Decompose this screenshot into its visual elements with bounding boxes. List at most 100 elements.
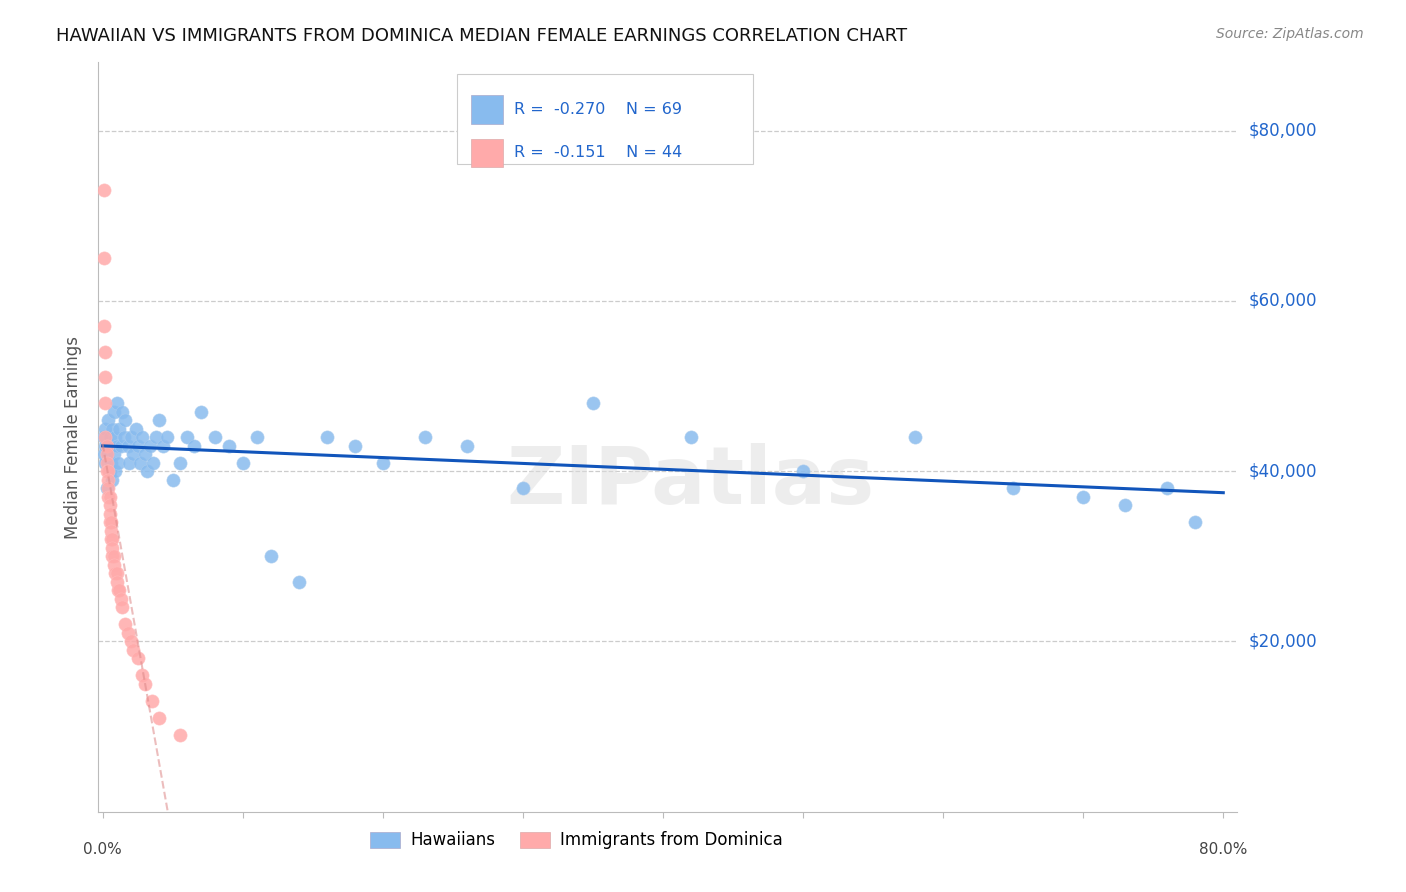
Point xyxy=(904,430,927,444)
Point xyxy=(101,541,124,555)
Point xyxy=(104,430,127,444)
Point xyxy=(97,464,120,478)
Point xyxy=(100,524,122,538)
Point xyxy=(98,464,121,478)
Text: R =  -0.270    N = 69: R = -0.270 N = 69 xyxy=(515,103,682,117)
Point xyxy=(100,456,122,470)
Text: HAWAIIAN VS IMMIGRANTS FROM DOMINICA MEDIAN FEMALE EARNINGS CORRELATION CHART: HAWAIIAN VS IMMIGRANTS FROM DOMINICA MED… xyxy=(56,27,907,45)
Point xyxy=(131,430,153,444)
Point xyxy=(96,481,118,495)
Text: 80.0%: 80.0% xyxy=(1199,842,1247,856)
Point xyxy=(413,430,436,444)
Point xyxy=(156,430,179,444)
Point xyxy=(101,549,124,564)
Point xyxy=(93,183,115,197)
Point xyxy=(512,481,534,495)
Text: ZIPatlas: ZIPatlas xyxy=(506,443,875,521)
Point xyxy=(105,396,128,410)
Point xyxy=(218,439,240,453)
Point xyxy=(371,456,394,470)
Point xyxy=(148,413,170,427)
Point xyxy=(129,456,152,470)
Point xyxy=(148,711,170,725)
Point xyxy=(103,447,125,461)
Point xyxy=(97,490,120,504)
Point xyxy=(134,447,156,461)
Point xyxy=(152,439,174,453)
Point xyxy=(120,634,142,648)
Point xyxy=(97,439,120,453)
Point xyxy=(114,617,136,632)
Point xyxy=(110,439,132,453)
Point xyxy=(112,430,135,444)
Text: $60,000: $60,000 xyxy=(1249,292,1317,310)
Point xyxy=(94,439,117,453)
Point xyxy=(136,464,159,478)
Point xyxy=(582,396,605,410)
Point xyxy=(260,549,283,564)
Point xyxy=(139,439,162,453)
Text: $20,000: $20,000 xyxy=(1249,632,1317,650)
Point xyxy=(98,515,121,529)
Point xyxy=(105,439,128,453)
Point xyxy=(105,574,128,589)
Point xyxy=(456,439,478,453)
Point xyxy=(120,430,142,444)
Point xyxy=(98,507,121,521)
Point xyxy=(679,430,702,444)
Point xyxy=(101,421,124,435)
Point xyxy=(96,456,118,470)
Point xyxy=(111,600,134,615)
Point xyxy=(103,549,125,564)
FancyBboxPatch shape xyxy=(471,95,503,124)
Point xyxy=(287,574,309,589)
Point xyxy=(94,370,117,384)
Point xyxy=(162,473,184,487)
Point xyxy=(94,345,117,359)
Point xyxy=(100,533,122,547)
Text: $80,000: $80,000 xyxy=(1249,121,1317,139)
Point xyxy=(343,439,366,453)
Point xyxy=(93,252,115,266)
Point xyxy=(117,439,139,453)
Text: $40,000: $40,000 xyxy=(1249,462,1317,480)
Point xyxy=(103,404,125,418)
FancyBboxPatch shape xyxy=(457,74,754,163)
Point xyxy=(111,404,134,418)
Point xyxy=(96,447,118,461)
Point xyxy=(1114,498,1136,512)
Point xyxy=(122,643,145,657)
Point xyxy=(94,456,117,470)
Point xyxy=(169,728,191,742)
Point xyxy=(98,490,121,504)
Point xyxy=(97,481,120,495)
Point xyxy=(98,498,121,512)
Legend: Hawaiians, Immigrants from Dominica: Hawaiians, Immigrants from Dominica xyxy=(364,824,790,855)
Point xyxy=(94,396,117,410)
Point xyxy=(315,430,337,444)
Point xyxy=(114,413,136,427)
Point xyxy=(94,421,117,435)
Text: 0.0%: 0.0% xyxy=(83,842,122,856)
Point xyxy=(97,413,120,427)
Point xyxy=(96,464,118,478)
Point xyxy=(1184,515,1206,529)
Point xyxy=(145,430,167,444)
Point xyxy=(93,447,115,461)
Point xyxy=(96,439,118,453)
Point xyxy=(131,668,153,682)
Point xyxy=(110,591,132,606)
Point xyxy=(93,430,115,444)
Point xyxy=(792,464,814,478)
Point xyxy=(107,456,129,470)
Point xyxy=(127,439,149,453)
Text: Source: ZipAtlas.com: Source: ZipAtlas.com xyxy=(1216,27,1364,41)
Point xyxy=(141,694,163,708)
Point xyxy=(96,447,118,461)
Point xyxy=(104,566,127,581)
Point xyxy=(1002,481,1025,495)
Point xyxy=(142,456,165,470)
Point xyxy=(246,430,269,444)
Point xyxy=(204,430,226,444)
Text: R =  -0.151    N = 44: R = -0.151 N = 44 xyxy=(515,145,682,161)
